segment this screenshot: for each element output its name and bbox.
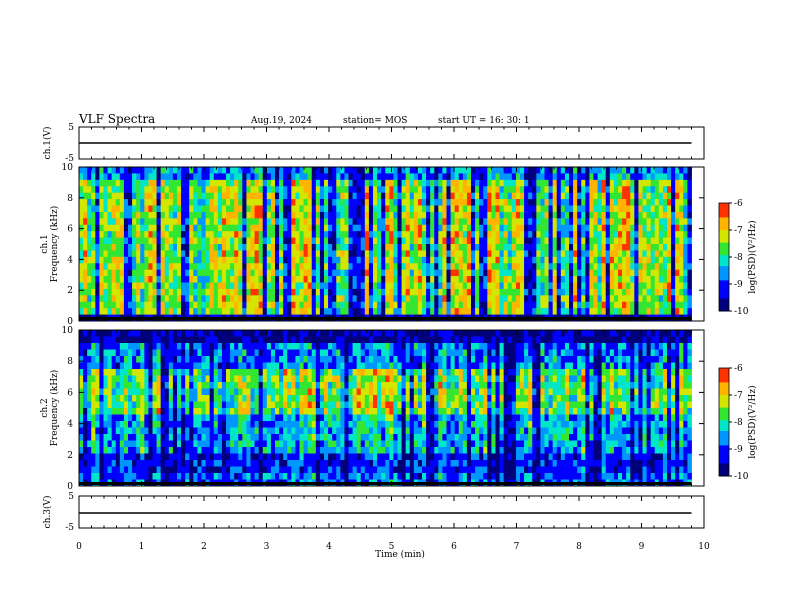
spec-ytick-label: 10 xyxy=(62,163,74,173)
start-time-label: start UT = 16: 30: 1 xyxy=(438,116,530,126)
colorbar-label: log(PSD)(V²/Hz) xyxy=(747,385,758,458)
ch1-ytick-top: 5 xyxy=(68,123,74,133)
x-tick-label: 7 xyxy=(514,542,520,552)
ch3-ylabel: ch.3(V) xyxy=(42,496,53,529)
spec-ytick-label: 2 xyxy=(67,286,73,296)
colorbar-tick-label: -10 xyxy=(734,472,749,482)
spec-ytick-label: 8 xyxy=(67,194,73,204)
ch2-spec-ylabel-ch: ch.2 xyxy=(40,398,50,417)
x-axis-label: Time (min) xyxy=(375,549,425,560)
spec-ytick-label: 8 xyxy=(67,357,73,367)
colorbar-tick-label: -6 xyxy=(734,364,743,374)
x-tick-label: 5 xyxy=(389,542,395,552)
spec-ytick-label: 10 xyxy=(62,326,74,336)
colorbar-label: log(PSD)(V²/Hz) xyxy=(747,220,758,293)
x-tick-label: 6 xyxy=(451,542,457,552)
ch2-spec-ylabel-freq: Frequency (kHz) xyxy=(49,370,60,447)
x-tick-label: 10 xyxy=(698,542,710,552)
ch1-spectrogram-cells xyxy=(79,167,704,322)
ch3-ytick-top: 5 xyxy=(68,492,74,502)
station-label: station= MOS xyxy=(343,116,407,126)
x-axis: 0 1 2 3 4 5 6 7 8 9 10 xyxy=(76,127,710,552)
x-tick-label: 2 xyxy=(201,542,207,552)
x-tick-label: 1 xyxy=(139,542,145,552)
ch2-colorbar: -6 -7 -8 -9 -10 log(PSD)(V²/Hz) xyxy=(718,364,758,482)
spec-ytick-label: 6 xyxy=(67,388,73,398)
spec-ytick-label: 4 xyxy=(67,420,73,430)
figure-title: VLF Spectra xyxy=(78,112,155,126)
colorbar-tick-label: -9 xyxy=(734,280,743,290)
colorbar-tick-label: -10 xyxy=(734,307,749,317)
date-label: Aug.19, 2024 xyxy=(250,116,312,126)
ch1-spec-ylabel-freq: Frequency (kHz) xyxy=(49,206,60,283)
colorbar-tick-label: -8 xyxy=(734,253,743,263)
x-tick-label: 4 xyxy=(326,542,332,552)
x-tick-label: 8 xyxy=(576,542,582,552)
ch1-ylabel: ch.1(V) xyxy=(42,127,53,160)
spec-ytick-label: 6 xyxy=(67,225,73,235)
ch1-colorbar: -6 -7 -8 -9 -10 log(PSD)(V²/Hz) xyxy=(718,199,758,317)
ch1-spec-ylabel-ch: ch.1 xyxy=(40,234,50,253)
ch3-ytick-bottom: -5 xyxy=(65,523,74,533)
spec-ytick-label: 2 xyxy=(67,451,73,461)
colorbar-tick-label: -8 xyxy=(734,418,743,428)
x-tick-label: 0 xyxy=(76,542,82,552)
spec-ytick-label: 4 xyxy=(67,255,73,265)
x-tick-label: 9 xyxy=(639,542,645,552)
ch2-spectrogram-panel: 0 2 4 6 8 10 ch.2 Frequency (kHz) -6 -7 -8 -9 -10… xyxy=(40,326,758,492)
colorbar-tick-label: -7 xyxy=(734,391,743,401)
ch1-spectrogram-panel: 0 2 4 6 8 10 ch.1 Frequency (kHz) -6 -7 -8 -9 -10… xyxy=(40,163,758,327)
colorbar-tick-label: -6 xyxy=(734,199,743,209)
colorbar-tick-label: -7 xyxy=(734,226,743,236)
ch1-ytick-bottom: -5 xyxy=(65,154,74,164)
ch2-spectrogram-cells xyxy=(79,330,704,487)
spec-ytick-label: 0 xyxy=(67,317,73,327)
x-tick-label: 3 xyxy=(264,542,270,552)
spec-ytick-label: 0 xyxy=(67,482,73,492)
colorbar-tick-label: -9 xyxy=(734,445,743,455)
